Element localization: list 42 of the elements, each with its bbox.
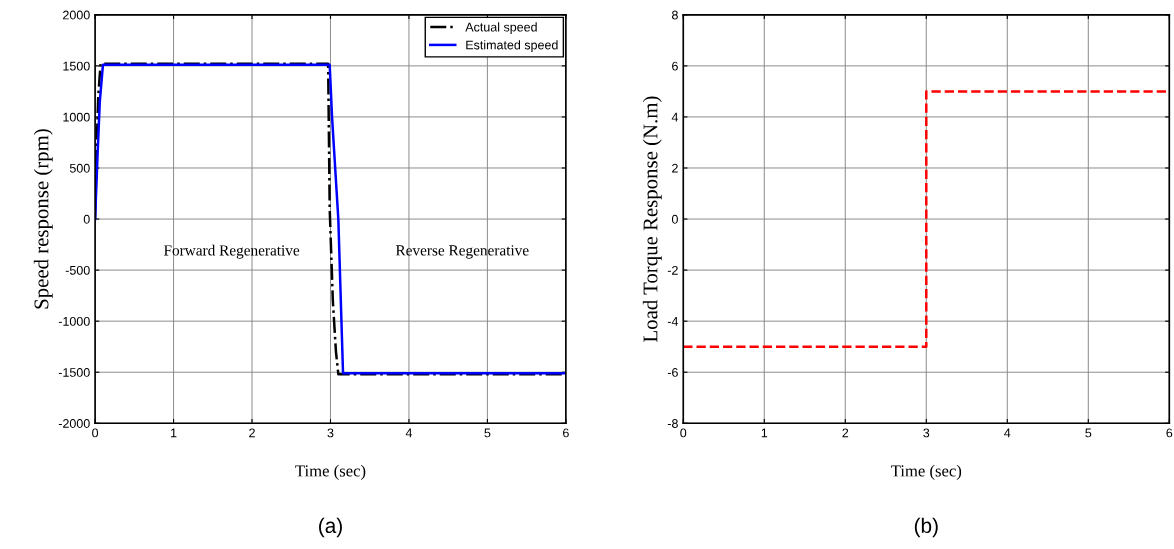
x-tick-label: 6 [1166, 428, 1173, 438]
y-tick-label: 2 [672, 163, 678, 173]
y-tick-label: -1500 [58, 368, 90, 377]
x-tick-label: 4 [405, 428, 413, 438]
y-tick-label: -500 [65, 265, 90, 275]
y-tick-label: 6 [672, 61, 678, 71]
y-tick-label: 1500 [63, 61, 90, 71]
x-axis-title: Time (sec) [891, 464, 962, 480]
y-tick-label: -1000 [58, 316, 90, 326]
y-tick-label: -2000 [58, 419, 90, 428]
y-tick-label: -8 [667, 419, 678, 428]
x-tick-label: 1 [171, 428, 177, 438]
x-tick-label: 6 [563, 428, 569, 438]
y-axis-title: Speed response (rpm) [33, 129, 53, 309]
annotation: Forward Regenerative [163, 244, 300, 259]
y-axis-title: Load Torque Response (N.m) [642, 96, 662, 342]
x-tick-label: 5 [1085, 428, 1092, 438]
y-tick-label: 0 [83, 214, 90, 224]
x-tick-label: 0 [680, 428, 687, 438]
y-tick-label: 4 [671, 112, 679, 122]
y-tick-label: -6 [667, 368, 678, 377]
x-axis-title: Time (sec) [295, 464, 366, 480]
x-tick-label: 3 [327, 428, 334, 438]
annotation: Reverse Regenerative [395, 245, 529, 259]
legend-label: Actual speed [465, 22, 537, 34]
x-tick-label: 5 [484, 428, 491, 438]
y-tick-label: 0 [671, 214, 678, 224]
legend-label: Estimated speed [466, 40, 558, 52]
y-tick-label: 1000 [63, 112, 90, 122]
y-tick-label: -4 [667, 317, 679, 326]
x-tick-label: 1 [761, 428, 768, 438]
x-tick-label: 3 [923, 428, 930, 438]
x-tick-label: 0 [92, 428, 99, 438]
y-tick-label: -2 [667, 265, 678, 275]
y-tick-label: 2000 [63, 10, 90, 20]
x-tick-label: 2 [842, 428, 849, 438]
x-tick-label: 4 [1004, 428, 1011, 438]
text: (a) [319, 517, 342, 538]
y-tick-label: 8 [672, 10, 678, 20]
x-tick-label: 2 [249, 428, 255, 438]
text: (b) [914, 517, 938, 538]
y-tick-label: 500 [69, 163, 90, 173]
